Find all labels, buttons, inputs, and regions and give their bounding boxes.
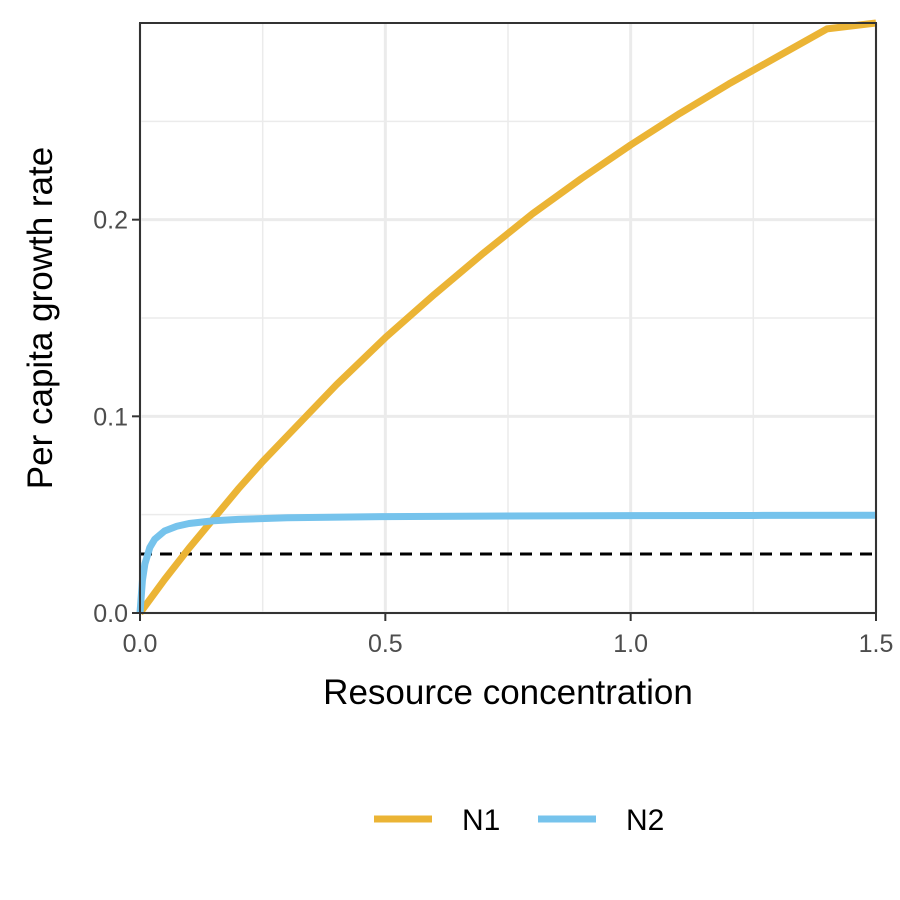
series-line-n2 — [136, 511, 877, 614]
y-tick-label: 0.1 — [93, 403, 128, 431]
grid-lines — [138, 23, 878, 615]
y-axis-title: Per capita growth rate — [21, 147, 60, 489]
y-tick-label: 0.0 — [93, 600, 128, 628]
x-tick-label: 0.5 — [368, 630, 403, 658]
legend-label-n1: N1 — [462, 804, 500, 837]
axis-ticks: 0.0 0.5 1.0 1.5 0.0 0.1 0.2 — [93, 207, 893, 658]
series-lines — [136, 19, 877, 616]
x-tick-label: 1.5 — [859, 630, 894, 658]
y-tick-label: 0.2 — [93, 207, 128, 235]
x-axis-title: Resource concentration — [323, 673, 693, 712]
x-tick-label: 1.0 — [613, 630, 648, 658]
x-tick-label: 0.0 — [123, 630, 158, 658]
plot-panel-border — [139, 22, 877, 614]
series-line-n1 — [137, 19, 877, 616]
legend-label-n2: N2 — [626, 804, 664, 837]
legend: N1 N2 — [374, 804, 664, 837]
